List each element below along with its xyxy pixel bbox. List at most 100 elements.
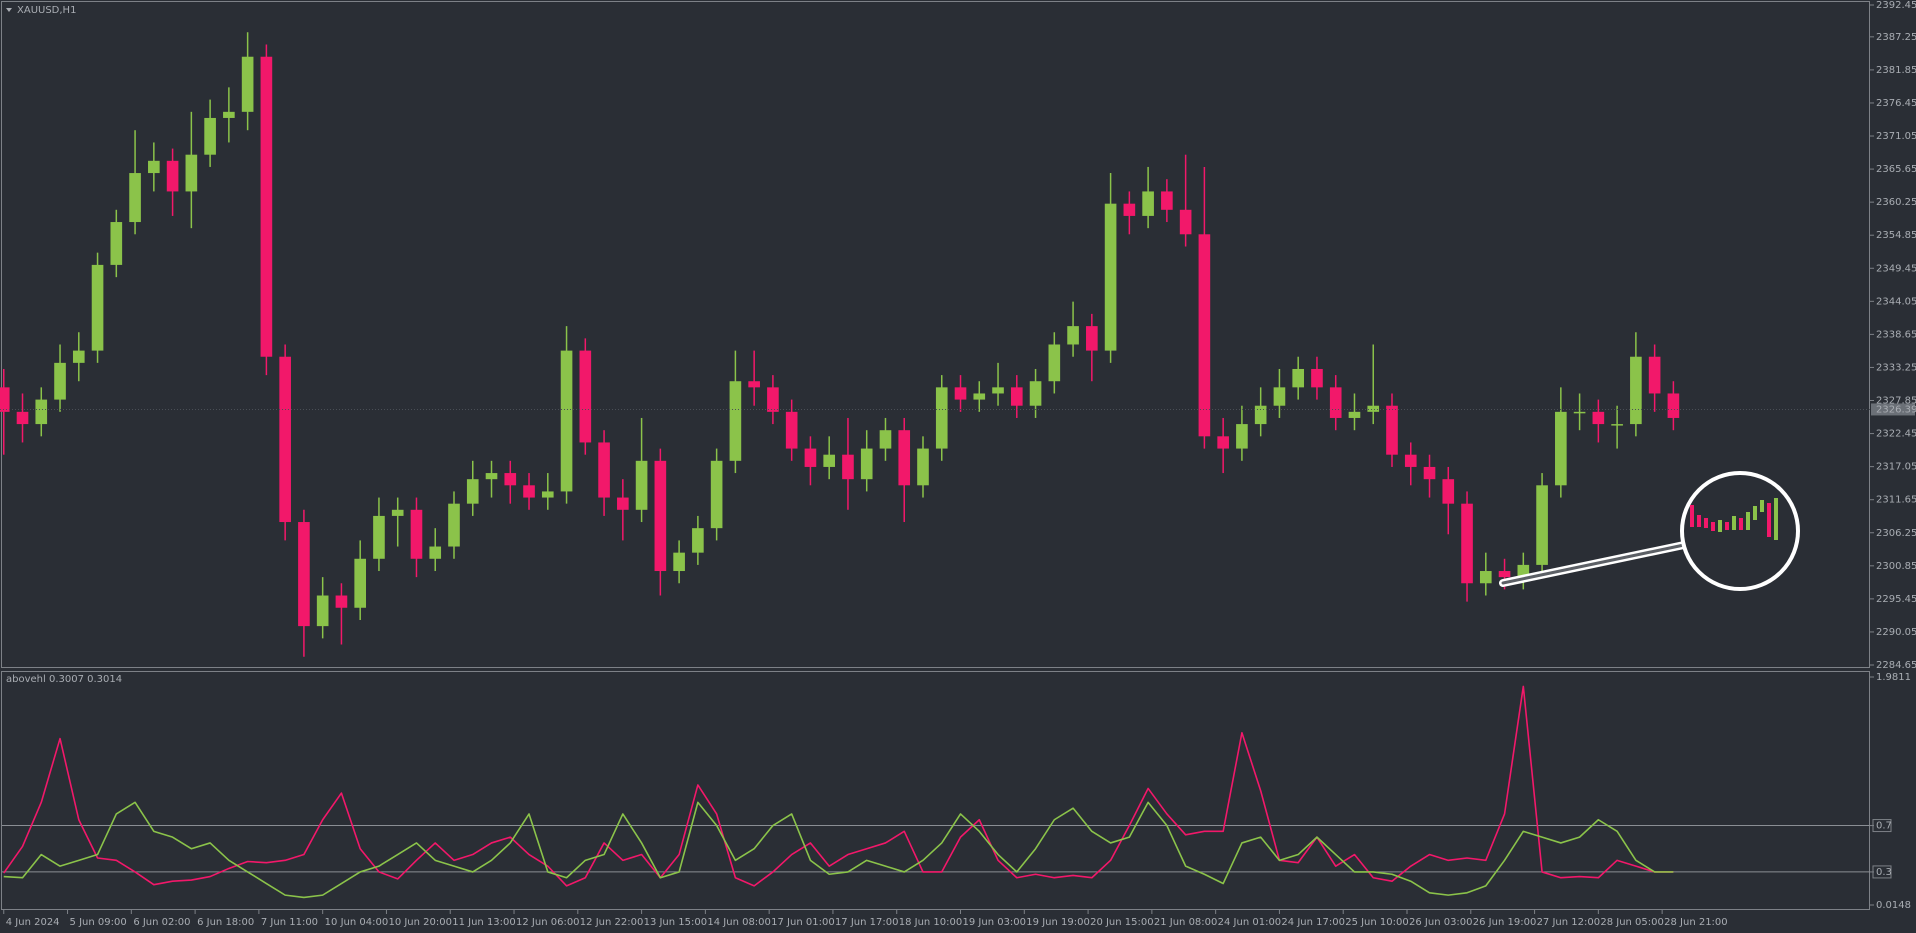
y-tick-label: 2376.45 xyxy=(1876,98,1916,109)
y-tick-label: 2290.05 xyxy=(1876,627,1916,638)
x-tick-label: 14 Jun 08:00 xyxy=(707,917,771,928)
candle-body xyxy=(954,387,967,400)
candle-body xyxy=(1573,411,1586,414)
candle-body xyxy=(804,448,817,467)
candle-body xyxy=(1142,191,1154,216)
x-tick-label: 10 Jun 20:00 xyxy=(388,917,452,928)
candle-body xyxy=(523,485,535,498)
candle-body xyxy=(1536,485,1548,565)
candle-body xyxy=(1386,405,1398,455)
x-tick-label: 7 Jun 11:00 xyxy=(261,917,318,928)
candle-body xyxy=(1010,387,1023,406)
x-tick-label: 12 Jun 06:00 xyxy=(516,917,580,928)
candle-body xyxy=(992,387,1004,394)
candle-body xyxy=(541,491,554,498)
candle-body xyxy=(354,558,367,608)
y-tick-label: 2360.25 xyxy=(1876,197,1916,208)
candle-body xyxy=(1198,234,1211,437)
candle-body xyxy=(673,552,685,572)
y-tick-label: 2344.05 xyxy=(1876,296,1916,307)
candle-body xyxy=(485,473,498,480)
candle-body xyxy=(54,362,66,400)
candle-body xyxy=(1667,393,1680,418)
magnifier xyxy=(1499,471,1800,591)
candle-body xyxy=(204,117,216,155)
candle-body xyxy=(654,460,667,572)
indicator-pane-border xyxy=(1,671,1870,910)
y-tick-label: 2306.25 xyxy=(1876,528,1916,539)
candle-body xyxy=(785,411,798,449)
candle-body xyxy=(223,111,235,118)
main-pane-border xyxy=(1,1,1870,668)
candle-body xyxy=(898,430,911,486)
collapse-arrow[interactable] xyxy=(6,8,12,12)
candle-body xyxy=(335,595,348,608)
candle-body xyxy=(1273,387,1286,406)
y-tick-label: 2365.65 xyxy=(1876,164,1916,175)
candle-body xyxy=(879,430,892,449)
y-tick-label: 2333.25 xyxy=(1876,362,1916,373)
candle-body xyxy=(241,56,254,112)
current-price-box xyxy=(1871,403,1915,416)
candle-body xyxy=(16,411,29,425)
candle-body xyxy=(1104,203,1117,351)
y-tick-label: 2327.85 xyxy=(1876,396,1916,407)
candle-body xyxy=(748,381,760,388)
candle-body xyxy=(298,522,310,627)
candle-body xyxy=(129,173,141,223)
x-tick-label: 13 Jun 15:00 xyxy=(644,917,708,928)
magnifier-handle-core xyxy=(1501,543,1686,585)
y-tick-label: 2349.45 xyxy=(1876,263,1916,274)
candle-body xyxy=(1086,326,1098,351)
candle-body xyxy=(1236,424,1248,449)
magnifier-lens xyxy=(1680,471,1800,591)
candle-body xyxy=(1517,564,1530,578)
candle-body xyxy=(260,56,273,357)
y-tick-label: 2387.25 xyxy=(1876,32,1916,43)
candle-body xyxy=(1161,191,1173,210)
x-tick-label: 4 Jun 2024 xyxy=(6,917,60,928)
candle-body xyxy=(1217,436,1229,449)
candle-body xyxy=(91,264,104,351)
y-tick-label: 2311.65 xyxy=(1876,495,1916,506)
indicator-line xyxy=(3,801,1674,899)
candle-body xyxy=(1179,209,1192,235)
candle-body xyxy=(148,160,160,174)
candle-body xyxy=(110,222,123,265)
x-tick-label: 24 Jun 01:00 xyxy=(1218,917,1282,928)
candle-body xyxy=(1254,405,1267,425)
candle-body xyxy=(935,387,948,449)
candle-body xyxy=(635,460,648,510)
indicator-title: abovehl 0.3007 0.3014 xyxy=(6,674,122,685)
candle-body xyxy=(860,448,873,480)
candle-body xyxy=(1648,356,1661,394)
candle-body xyxy=(279,356,291,523)
x-tick-label: 10 Jun 04:00 xyxy=(325,917,389,928)
candle-body xyxy=(1367,405,1380,412)
y-tick-label: 2295.45 xyxy=(1876,594,1916,605)
candle-body xyxy=(1442,479,1455,504)
y-tick-label: 2300.85 xyxy=(1876,561,1916,572)
chart-title: XAUUSD,H1 xyxy=(17,5,76,16)
y-tick-label: 2322.45 xyxy=(1876,429,1916,440)
x-tick-label: 20 Jun 15:00 xyxy=(1090,917,1154,928)
x-tick-label: 6 Jun 18:00 xyxy=(197,917,254,928)
x-tick-label: 6 Jun 02:00 xyxy=(133,917,190,928)
candle-body xyxy=(166,160,179,192)
candle-body xyxy=(1029,381,1042,406)
candle-body xyxy=(35,399,48,425)
x-tick-label: 5 Jun 09:00 xyxy=(70,917,127,928)
y-tick-box xyxy=(1872,819,1892,833)
candle-body xyxy=(1348,411,1361,418)
candle-body xyxy=(823,454,836,467)
candle-body xyxy=(710,460,723,529)
candle-body xyxy=(1123,203,1136,216)
current-price-label: 2326.39 xyxy=(1876,404,1916,415)
candle-body xyxy=(1311,368,1323,388)
y-tick-label: 0.0148 xyxy=(1876,900,1911,911)
candle-body xyxy=(1479,571,1492,584)
candle-body xyxy=(579,350,592,443)
